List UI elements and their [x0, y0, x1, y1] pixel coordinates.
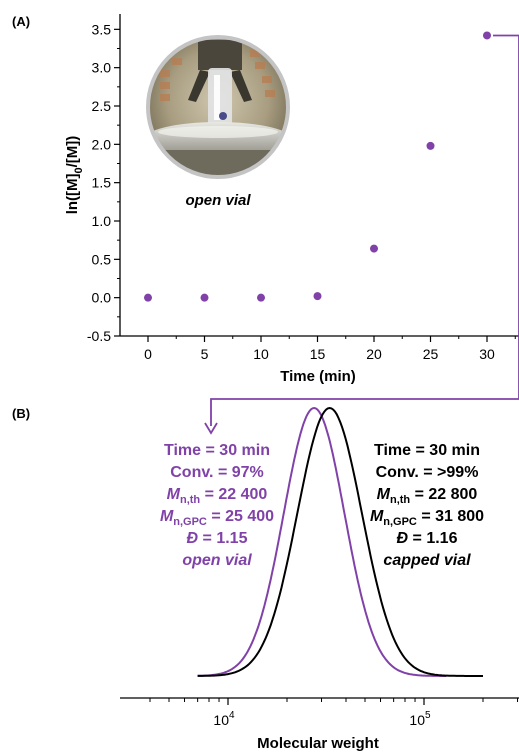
open-mngpc: Mn,GPC = 25 400 — [160, 508, 274, 528]
data-point — [370, 244, 378, 253]
y-tick-label: 1.5 — [92, 175, 112, 191]
data-point — [200, 293, 209, 302]
panel-a-label: (A) — [12, 14, 30, 29]
x-tick-label: 20 — [366, 346, 382, 362]
panel-b-label: (B) — [12, 406, 30, 421]
capped-note: capped vial — [383, 552, 471, 569]
open-conv: Conv. = 97% — [170, 464, 264, 481]
data-point — [257, 293, 265, 302]
x-tick-label: 15 — [310, 346, 326, 362]
data-point — [426, 141, 435, 150]
panel-a-x-ticks: 0 5 10 15 20 25 30 — [144, 336, 516, 362]
capped-dispersity: Đ = 1.16 — [397, 530, 458, 547]
y-tick-label: 0.0 — [92, 290, 112, 306]
panel-a-y-ticks: -0.5 0.0 0.5 1.0 1.5 2.0 2.5 3.0 3.5 — [87, 21, 120, 344]
panel-a-x-axis-title: Time (min) — [280, 368, 356, 385]
capped-time: Time = 30 min — [374, 442, 480, 459]
open-mnth: Mn,th = 22 400 — [167, 486, 268, 506]
x-tick-label: 25 — [423, 346, 439, 362]
y-tick-label: -0.5 — [87, 328, 111, 344]
arrow-head-icon — [204, 422, 218, 435]
inset-caption: open vial — [185, 192, 251, 209]
open-dispersity: Đ = 1.15 — [187, 530, 248, 547]
x-tick-label: 30 — [479, 346, 495, 362]
x-tick-label: 104 — [213, 710, 235, 728]
capped-conv: Conv. = >99% — [376, 464, 479, 481]
panel-a: (A) -0.5 0.0 0.5 1.0 1.5 2.0 2.5 3.0 3.5 0 5 10 15 2… — [12, 14, 519, 399]
y-tick-label: 2.5 — [92, 98, 112, 114]
panel-a-series — [144, 31, 519, 399]
panel-b: (B) 104 105 Molecular weight Time = 30 mi… — [12, 398, 519, 752]
panel-a-y-axis-title: ln([M]0/[M]) — [64, 136, 85, 215]
x-tick-label: 5 — [201, 346, 209, 362]
open-time: Time = 30 min — [164, 442, 270, 459]
open-note: open vial — [182, 552, 252, 569]
x-tick-label: 10 — [253, 346, 269, 362]
data-point — [483, 31, 491, 40]
y-tick-label: 3.0 — [92, 60, 112, 76]
mwd-curve-capped — [197, 406, 483, 677]
data-point — [144, 293, 152, 302]
annotation-capped: Time = 30 min Conv. = >99% Mn,th = 22 80… — [370, 442, 484, 569]
panel-b-x-axis-title: Molecular weight — [257, 735, 379, 752]
y-tick-label: 3.5 — [92, 21, 112, 37]
x-tick-label: 0 — [144, 346, 152, 362]
panel-b-series — [197, 406, 483, 677]
y-tick-label: 2.0 — [92, 136, 112, 152]
y-tick-label: 1.0 — [92, 213, 112, 229]
data-point — [313, 292, 322, 301]
panel-b-x-ticks: 104 105 — [149, 698, 519, 728]
arrow-connector — [210, 398, 519, 426]
capped-mnth: Mn,th = 22 800 — [377, 486, 478, 506]
capped-mngpc: Mn,GPC = 31 800 — [370, 508, 484, 528]
x-tick-label: 105 — [409, 710, 431, 728]
annotation-open: Time = 30 min Conv. = 97% Mn,th = 22 400… — [160, 442, 274, 569]
y-tick-label: 0.5 — [92, 251, 112, 267]
photo-open-vial — [146, 35, 290, 179]
